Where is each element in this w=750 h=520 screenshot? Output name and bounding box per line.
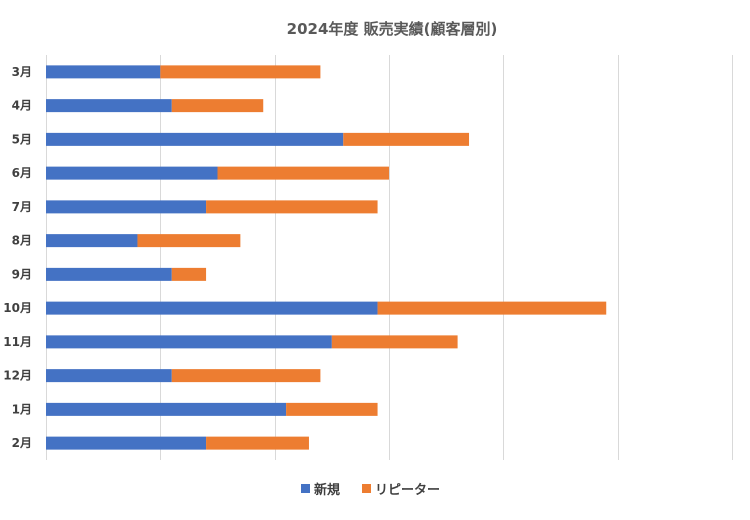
bar-repeater-6 (171, 267, 207, 281)
bar-new-0 (46, 65, 161, 79)
bar-new-3 (46, 166, 218, 180)
category-label: 2月 (12, 436, 32, 450)
category-label: 7月 (12, 200, 32, 214)
category-label: 12月 (3, 369, 32, 383)
bar-repeater-8 (331, 335, 458, 349)
bar-repeater-1 (171, 99, 264, 113)
bar-repeater-7 (377, 301, 607, 315)
category-label: 9月 (12, 267, 32, 281)
category-label: 4月 (12, 99, 32, 113)
bars (46, 65, 607, 450)
bar-new-8 (46, 335, 332, 349)
bar-repeater-3 (217, 166, 389, 180)
bar-new-2 (46, 132, 344, 146)
bar-repeater-11 (206, 436, 309, 450)
category-label: 6月 (12, 166, 32, 180)
bar-repeater-2 (343, 132, 470, 146)
category-label: 10月 (3, 301, 32, 315)
category-label: 11月 (3, 335, 32, 349)
chart-title: 2024年度 販売実績(顧客層別) (287, 20, 498, 38)
gridlines (46, 55, 733, 460)
category-labels: 3月 4月 5月 6月 7月 8月 9月 10月 11月 12月 1月 2月 (3, 65, 32, 450)
bar-new-4 (46, 200, 207, 214)
bar-new-6 (46, 267, 172, 281)
bar-repeater-0 (160, 65, 321, 79)
bar-new-11 (46, 436, 207, 450)
bar-repeater-9 (171, 369, 321, 383)
legend-swatch-new (301, 484, 310, 493)
category-label: 1月 (12, 402, 32, 416)
bar-repeater-5 (137, 234, 241, 248)
bar-new-5 (46, 234, 138, 248)
bar-repeater-10 (286, 402, 378, 416)
category-label: 5月 (12, 132, 32, 146)
category-label: 3月 (12, 65, 32, 79)
bar-new-10 (46, 402, 287, 416)
bar-new-9 (46, 369, 172, 383)
legend-label-new: 新規 (314, 482, 340, 498)
legend: 新規 リピーター (301, 482, 440, 498)
legend-swatch-repeater (362, 484, 371, 493)
bar-new-7 (46, 301, 378, 315)
bar-repeater-4 (206, 200, 378, 214)
bar-new-1 (46, 99, 172, 113)
category-label: 8月 (12, 234, 32, 248)
legend-label-repeater: リピーター (375, 483, 440, 498)
